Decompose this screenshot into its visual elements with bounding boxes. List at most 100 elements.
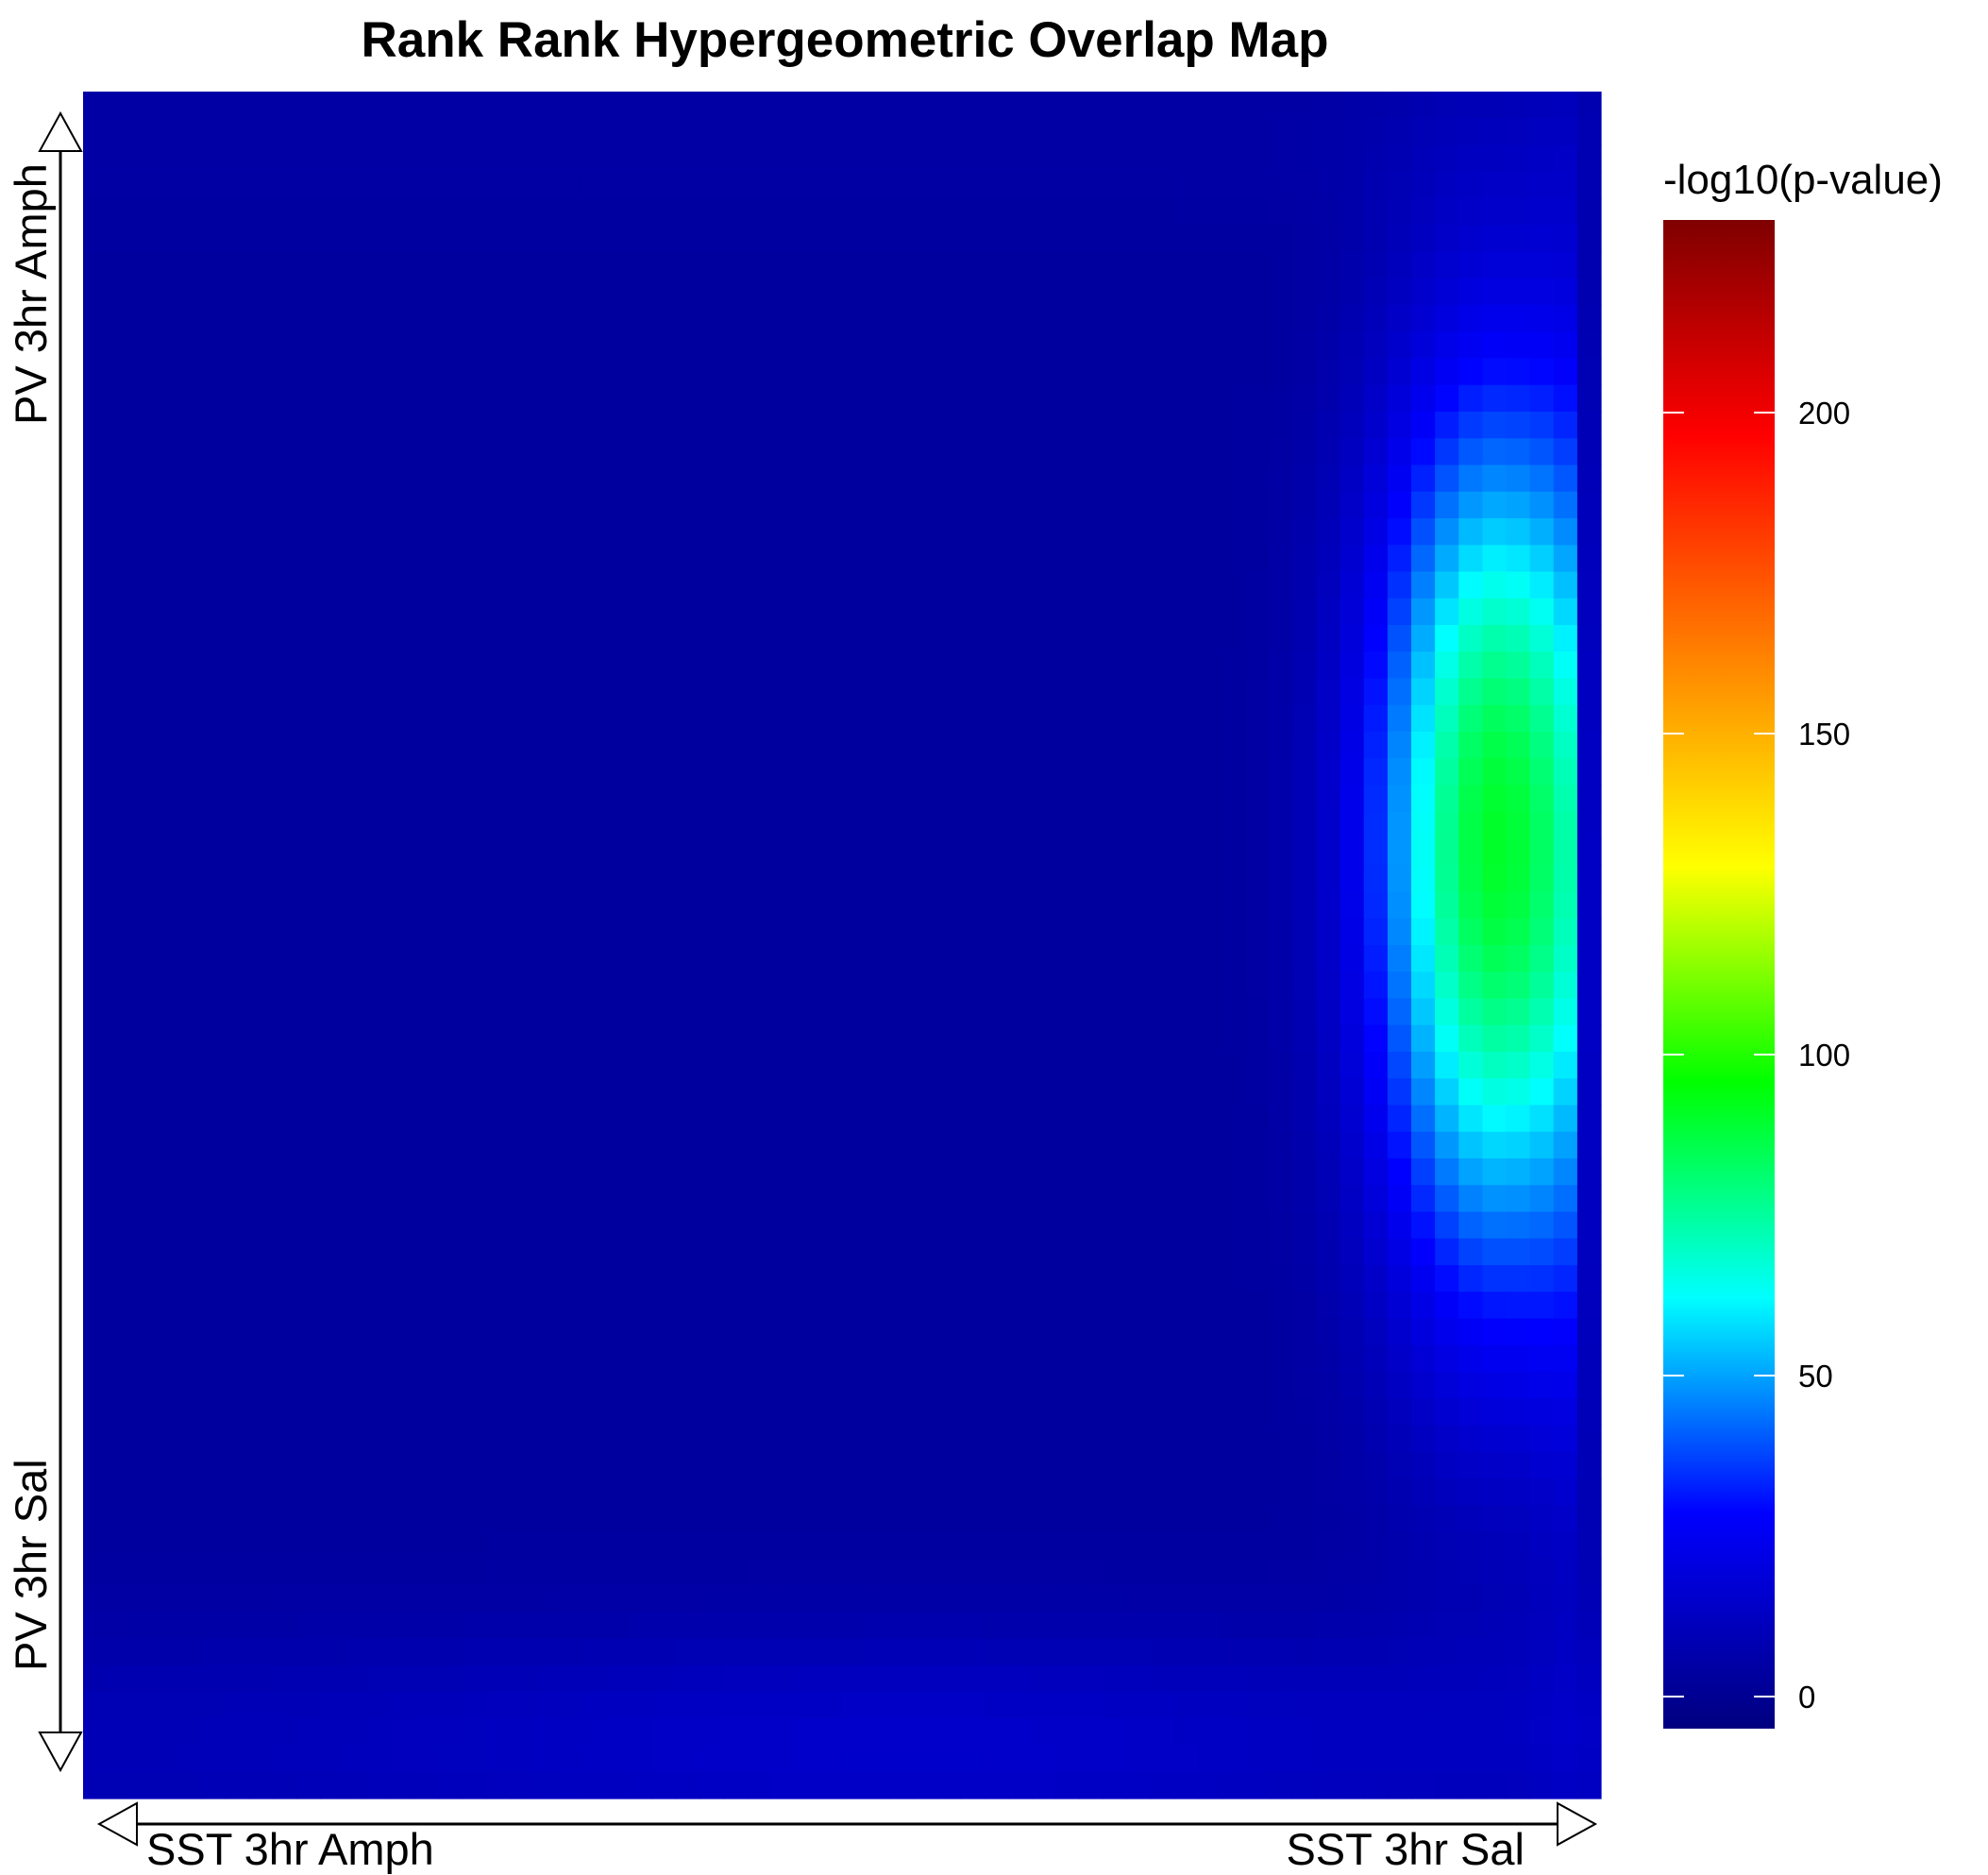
heatmap-cell — [1435, 1558, 1459, 1586]
heatmap-cell — [747, 438, 772, 466]
heatmap-cell — [604, 1558, 630, 1586]
heatmap-cell — [699, 1664, 724, 1693]
heatmap-cell — [296, 998, 321, 1026]
heatmap-cell — [817, 945, 843, 972]
heatmap-cell — [438, 1451, 463, 1479]
heatmap-cell — [581, 1024, 606, 1053]
heatmap-cell — [414, 198, 440, 226]
heatmap-cell — [1269, 491, 1293, 519]
heatmap-cell — [296, 1185, 321, 1213]
heatmap-cell — [154, 838, 179, 866]
heatmap-cell — [320, 251, 345, 279]
heatmap-cell — [225, 1558, 250, 1586]
heatmap-cell — [1126, 1505, 1152, 1533]
heatmap-cell — [1150, 785, 1175, 813]
heatmap-cell — [533, 758, 559, 786]
heatmap-cell — [391, 1344, 416, 1373]
heatmap-cell — [723, 678, 749, 706]
heatmap-cell — [866, 651, 890, 680]
heatmap-cell — [1553, 1771, 1578, 1799]
heatmap-cell — [130, 971, 155, 1000]
heatmap-cell — [248, 704, 274, 733]
heatmap-cell — [248, 971, 274, 1000]
heatmap-cell — [1103, 412, 1128, 439]
heatmap-cell — [1079, 1558, 1104, 1586]
heatmap-cell — [463, 92, 487, 119]
heatmap-cell — [273, 1372, 297, 1399]
heatmap-cell — [1126, 758, 1152, 786]
heatmap-cell — [1079, 1692, 1104, 1719]
heatmap-cell — [510, 1131, 534, 1159]
heatmap-cell — [201, 1451, 227, 1479]
heatmap-cell — [1007, 1585, 1033, 1613]
heatmap-cell — [628, 144, 653, 173]
heatmap-cell — [463, 811, 487, 839]
heatmap-cell — [1482, 1531, 1508, 1560]
heatmap-cell — [1079, 625, 1104, 652]
heatmap-cell — [1339, 1372, 1365, 1399]
heatmap-cell — [1173, 598, 1199, 626]
heatmap-cell — [1529, 1318, 1555, 1346]
heatmap-cell — [984, 384, 1009, 413]
heatmap-cell — [225, 1505, 250, 1533]
heatmap-cell — [273, 811, 297, 839]
heatmap-cell — [723, 1238, 749, 1266]
heatmap-cell — [320, 998, 345, 1026]
heatmap-cell — [652, 891, 677, 920]
heatmap-cell — [723, 945, 749, 972]
heatmap-cell — [747, 1131, 772, 1159]
heatmap-cell — [344, 278, 369, 306]
heatmap-cell — [1435, 1185, 1459, 1213]
heatmap-cell — [1173, 1664, 1199, 1693]
heatmap-cell — [1363, 1478, 1389, 1506]
heatmap-cell — [557, 1478, 582, 1506]
heatmap-cell — [130, 1105, 155, 1133]
heatmap-cell — [960, 1718, 986, 1747]
heatmap-cell — [628, 384, 653, 413]
heatmap-cell — [1529, 732, 1555, 759]
heatmap-cell — [391, 1292, 416, 1320]
heatmap-cell — [1269, 1024, 1293, 1053]
heatmap-cell — [723, 1718, 749, 1747]
heatmap-cell — [1007, 1638, 1033, 1666]
heatmap-cell — [1482, 1185, 1508, 1213]
heatmap-cell — [699, 1638, 724, 1666]
heatmap-cell — [83, 1052, 108, 1079]
heatmap-cell — [1458, 1478, 1483, 1506]
heatmap-cell — [1339, 998, 1365, 1026]
heatmap-cell — [557, 1265, 582, 1292]
heatmap-cell — [1032, 1052, 1056, 1079]
heatmap-cell — [604, 1451, 630, 1479]
heatmap-cell — [1435, 198, 1459, 226]
heatmap-cell — [177, 92, 203, 119]
heatmap-cell — [1079, 1664, 1104, 1693]
heatmap-cell — [1197, 998, 1222, 1026]
heatmap-cell — [1387, 1265, 1412, 1292]
heatmap-cell — [1363, 144, 1389, 173]
heatmap-cell — [723, 198, 749, 226]
heatmap-cell — [83, 1638, 108, 1666]
heatmap-cell — [1173, 1052, 1199, 1079]
heatmap-cell — [1032, 1531, 1056, 1560]
heatmap-cell — [1007, 384, 1033, 413]
heatmap-cell — [699, 1265, 724, 1292]
heatmap-cell — [177, 971, 203, 1000]
heatmap-cell — [463, 1771, 487, 1799]
heatmap-cell — [533, 1318, 559, 1346]
heatmap-cell — [1055, 1024, 1080, 1053]
heatmap-cell — [391, 1238, 416, 1266]
heatmap-cell — [1387, 1478, 1412, 1506]
heatmap-cell — [1032, 1558, 1056, 1586]
heatmap-cell — [1506, 971, 1531, 1000]
heatmap-cell — [747, 1745, 772, 1773]
heatmap-cell — [201, 1692, 227, 1719]
heatmap-cell — [628, 1745, 653, 1773]
heatmap-cell — [320, 945, 345, 972]
heatmap-cell — [936, 1612, 962, 1640]
heatmap-cell — [248, 1505, 274, 1533]
heatmap-cell — [842, 1265, 867, 1292]
heatmap-cell — [1363, 384, 1389, 413]
heatmap-cell — [510, 811, 534, 839]
heatmap-cell — [154, 1612, 179, 1640]
heatmap-cell — [154, 971, 179, 1000]
